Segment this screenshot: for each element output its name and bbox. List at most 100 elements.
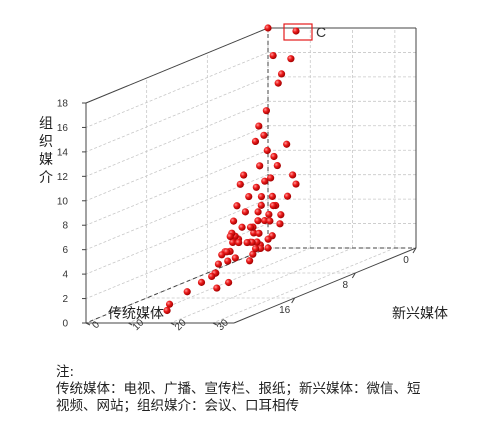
z-tick-label: 2 [62,294,68,305]
data-point [183,288,191,296]
data-point [262,107,270,115]
y-tick-label: 0 [90,319,102,331]
data-point [246,223,255,231]
data-point [269,51,277,60]
axes-frame [85,27,417,324]
x-tick-mark [351,272,356,279]
data-points [163,24,300,315]
frame-edge [85,27,269,104]
data-point [256,162,264,170]
data-point [270,152,278,161]
data-point [257,192,266,201]
data-point [283,192,292,200]
data-point [236,180,244,188]
z-tick-label: 16 [57,123,69,134]
grid-line [85,125,269,202]
data-point [269,202,277,210]
data-point [264,24,272,32]
data-point [292,180,300,188]
data-point [283,140,291,148]
x-tick-mark [291,297,296,304]
grid-line [212,247,396,324]
grid-line [85,149,269,226]
x-tick-label: 8 [343,280,349,291]
grid-line [85,198,269,275]
data-point [252,183,260,191]
data-point [251,137,260,146]
y-tick-label: 30 [215,317,231,333]
data-point [267,174,275,182]
data-point [229,217,238,225]
data-point [257,201,265,209]
grid-line [85,52,269,128]
data-point [251,245,260,253]
grid-line [128,247,311,324]
data-point [224,257,232,265]
x-tick-mark [412,247,417,254]
grid-line [85,100,269,177]
annotation: C [283,23,326,41]
data-point [261,177,269,185]
z-tick-label: 14 [57,147,69,158]
data-point [163,306,171,315]
data-point [235,238,243,247]
data-point [260,131,268,139]
data-point [223,248,231,256]
frame-edge [85,247,269,324]
data-point [274,79,282,87]
y-axis-title: 新兴媒体 [392,306,448,322]
data-point [208,272,216,281]
data-point [165,300,174,308]
z-axis-title: 介 [39,170,53,186]
note-line-2: 视频、网站；组织媒介：会议、口耳相传 [56,398,299,414]
annotation-box [283,23,313,41]
z-tick-label: 0 [62,319,68,330]
data-point [255,122,263,130]
y-tick-label: 20 [173,317,189,333]
x-axis-title: 传统媒体 [108,306,164,322]
note-title: 注: [56,364,75,380]
grid-line [85,76,269,153]
data-point [254,208,262,216]
grid-line [85,174,269,251]
data-point [277,211,285,219]
note-block: 注: 传统媒体：电视、广播、宣传栏、报纸；新兴媒体：微信、短 视频、网站；组织媒… [56,364,476,415]
data-point [249,250,257,258]
data-point [261,216,269,225]
z-tick-label: 18 [57,99,69,110]
data-point [289,171,297,179]
data-point [197,278,206,286]
data-point [265,210,273,219]
data-point [268,192,276,201]
data-point [241,208,249,216]
data-point [254,217,262,225]
data-point [276,220,284,228]
grid-lines [85,27,416,324]
data-point [255,229,263,237]
z-tick-label: 8 [62,221,68,232]
data-point [243,238,251,247]
z-axis-title: 织 [39,134,53,150]
z-tick-label: 4 [62,270,68,281]
z-tick-label: 12 [57,172,69,183]
data-point [229,238,237,247]
y-tick-mark [212,322,218,326]
x-tick-label: 16 [279,305,291,316]
annotated-point [292,27,300,35]
data-point [238,223,246,231]
data-point [226,232,234,241]
data-point [233,202,241,210]
y-tick-mark [85,322,91,326]
z-tick-label: 6 [62,245,68,256]
x-tick-label: 0 [403,255,409,266]
data-point [240,171,248,179]
data-point [287,55,295,63]
data-point [264,244,272,252]
z-axis-title: 媒 [39,152,53,168]
data-point [250,229,258,237]
grid-line [170,247,353,324]
data-point [264,235,272,243]
y-axis-line [233,247,417,324]
